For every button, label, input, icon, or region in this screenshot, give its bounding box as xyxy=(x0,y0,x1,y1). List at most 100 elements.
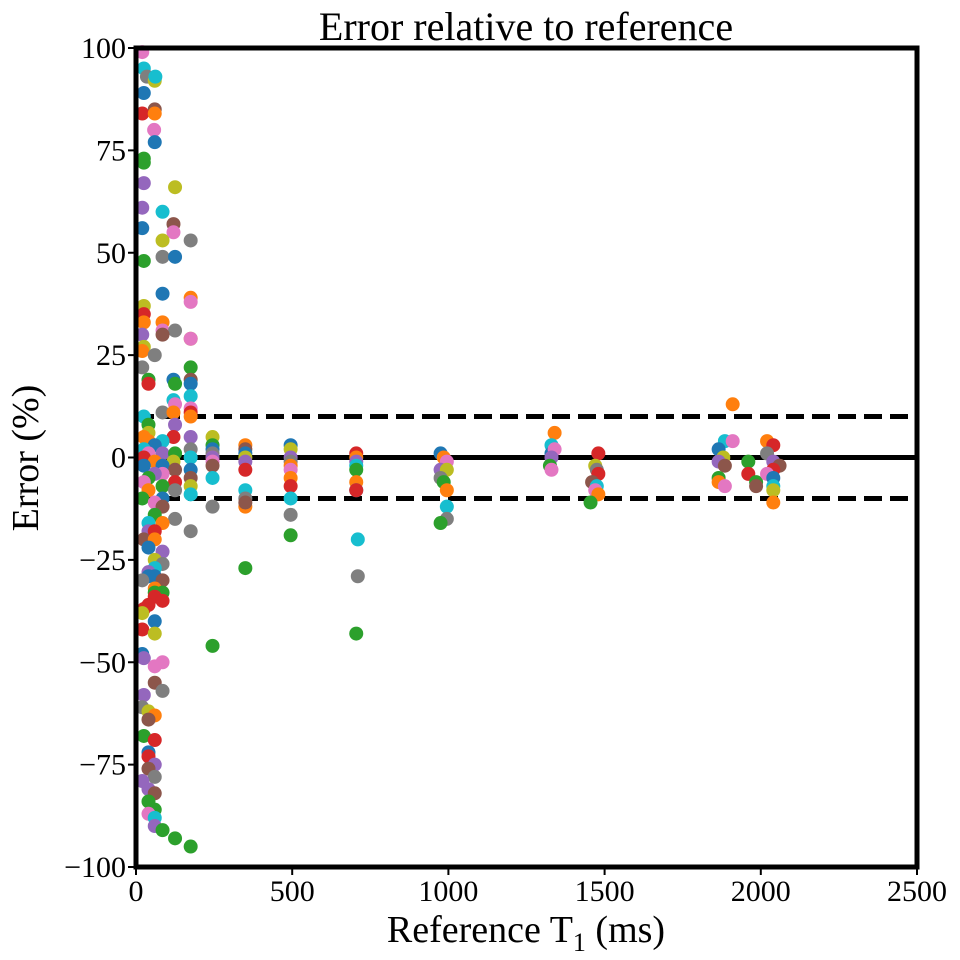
data-point xyxy=(725,434,740,449)
data-point xyxy=(141,540,156,555)
data-point xyxy=(591,446,606,461)
data-point xyxy=(166,225,181,240)
data-point xyxy=(766,495,781,510)
data-point xyxy=(147,106,162,121)
data-point xyxy=(350,569,365,584)
data-point xyxy=(238,561,253,576)
x-axis-label-subscript: 1 xyxy=(573,928,586,957)
data-point xyxy=(147,348,162,363)
data-point xyxy=(183,360,198,375)
data-point xyxy=(148,69,163,84)
data-point xyxy=(135,327,150,342)
data-point xyxy=(136,688,151,703)
y-tick-label: 75 xyxy=(96,134,126,167)
x-tick-label: 0 xyxy=(129,875,144,908)
data-point xyxy=(205,470,220,485)
x-tick-label: 1500 xyxy=(575,875,635,908)
data-point xyxy=(183,450,198,465)
data-point xyxy=(135,200,150,215)
y-axis-label: Error (%) xyxy=(5,385,47,532)
data-point xyxy=(136,458,151,473)
data-point xyxy=(135,622,150,637)
data-point xyxy=(183,487,198,502)
data-point xyxy=(136,86,151,101)
data-point xyxy=(717,479,732,494)
data-point xyxy=(135,606,150,621)
data-point xyxy=(725,397,740,412)
x-axis-label: Reference T1 (ms) xyxy=(387,909,665,957)
data-point xyxy=(433,516,448,531)
data-point xyxy=(147,626,162,641)
data-point xyxy=(547,425,562,440)
x-tick-label: 2000 xyxy=(731,875,791,908)
data-point xyxy=(147,733,162,748)
x-tick-label: 2500 xyxy=(887,875,947,908)
data-point xyxy=(183,524,198,539)
x-axis-label-main: Reference T xyxy=(387,909,573,951)
data-point xyxy=(168,376,183,391)
data-point xyxy=(168,462,183,477)
data-point xyxy=(717,458,732,473)
data-point xyxy=(183,376,198,391)
data-point xyxy=(183,233,198,248)
y-tick-label: 0 xyxy=(111,442,126,475)
y-tick-label: −75 xyxy=(79,749,126,782)
data-point xyxy=(155,327,170,342)
data-point xyxy=(136,315,151,330)
data-point xyxy=(168,831,183,846)
data-point xyxy=(135,344,150,359)
data-points xyxy=(135,45,787,854)
data-point xyxy=(183,430,198,445)
data-point xyxy=(155,204,170,219)
data-point xyxy=(183,294,198,309)
data-point xyxy=(168,180,183,195)
data-point xyxy=(147,769,162,784)
data-point xyxy=(283,479,298,494)
data-point xyxy=(155,823,170,838)
data-point xyxy=(205,458,220,473)
data-point xyxy=(136,176,151,191)
data-point xyxy=(135,360,150,375)
x-axis-ticks: 0 500 1000 1500 2000 2500 xyxy=(129,867,947,908)
data-point xyxy=(155,286,170,301)
data-point xyxy=(583,495,598,510)
data-point xyxy=(238,462,253,477)
data-point xyxy=(166,405,181,420)
data-point xyxy=(183,331,198,346)
data-point xyxy=(141,712,156,727)
data-point xyxy=(136,253,151,268)
data-point xyxy=(544,462,559,477)
data-point xyxy=(183,839,198,854)
data-point xyxy=(168,483,183,498)
data-point xyxy=(135,573,150,588)
data-point xyxy=(168,511,183,526)
data-point xyxy=(155,479,170,494)
data-point xyxy=(283,491,298,506)
data-point xyxy=(205,499,220,514)
data-point xyxy=(168,417,183,432)
data-point xyxy=(166,430,181,445)
y-tick-label: −100 xyxy=(64,851,126,884)
x-tick-label: 500 xyxy=(270,875,315,908)
data-point xyxy=(238,495,253,510)
data-point xyxy=(147,659,162,674)
y-tick-label: −50 xyxy=(79,646,126,679)
y-tick-label: 50 xyxy=(96,237,126,270)
y-tick-label: 25 xyxy=(96,339,126,372)
data-point xyxy=(168,249,183,264)
data-point xyxy=(439,499,454,514)
data-point xyxy=(183,409,198,424)
data-point xyxy=(439,483,454,498)
data-point xyxy=(147,122,162,137)
data-point xyxy=(136,651,151,666)
data-point xyxy=(283,528,298,543)
data-point xyxy=(205,638,220,653)
data-point xyxy=(749,479,764,494)
y-axis-ticks: −100 −75 −50 −25 0 25 50 75 100 xyxy=(64,32,136,884)
data-point xyxy=(349,483,364,498)
data-point xyxy=(135,491,150,506)
x-tick-label: 1000 xyxy=(418,875,478,908)
data-point xyxy=(147,614,162,629)
chart-title: Error relative to reference xyxy=(319,4,733,49)
